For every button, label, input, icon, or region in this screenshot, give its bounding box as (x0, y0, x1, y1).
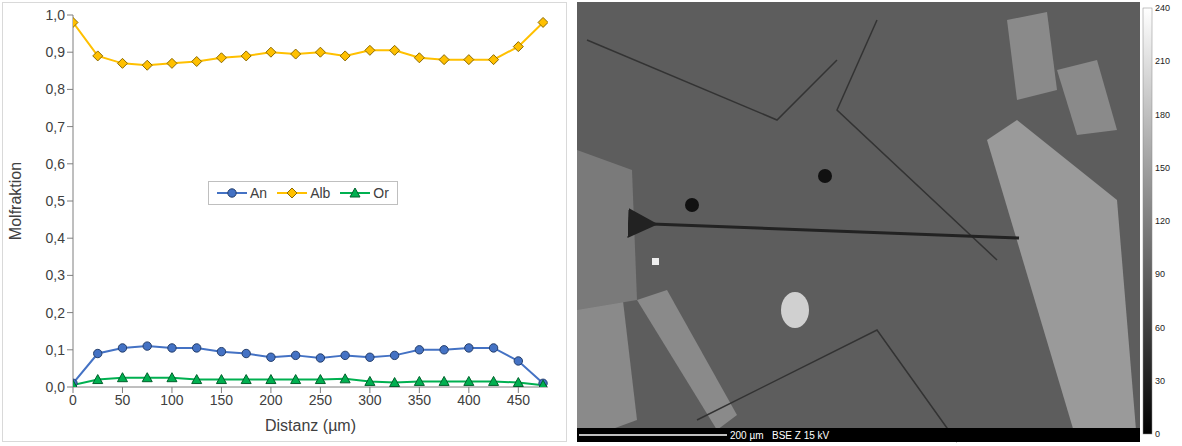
svg-text:450: 450 (507, 392, 531, 408)
svg-text:150: 150 (210, 392, 234, 408)
svg-text:90: 90 (1155, 269, 1165, 279)
svg-text:200 µm: 200 µm (730, 430, 764, 441)
svg-text:200: 200 (259, 392, 283, 408)
svg-text:0: 0 (69, 392, 77, 408)
svg-text:400: 400 (457, 392, 481, 408)
html-text:An: An (250, 185, 268, 201)
svg-text:210: 210 (1155, 56, 1170, 66)
svg-text:0,1: 0,1 (46, 342, 66, 358)
svg-text:50: 50 (115, 392, 131, 408)
svg-text:Distanz (µm): Distanz (µm) (265, 417, 356, 434)
svg-text:0,8: 0,8 (46, 81, 66, 97)
svg-text:0,3: 0,3 (46, 267, 66, 283)
svg-text:250: 250 (309, 392, 333, 408)
html-text:Or: Or (373, 185, 389, 201)
svg-text:300: 300 (358, 392, 382, 408)
svg-text:0,4: 0,4 (46, 230, 66, 246)
svg-text:1,0: 1,0 (46, 7, 66, 23)
svg-text:0,5: 0,5 (46, 193, 66, 209)
svg-text:240: 240 (1155, 3, 1170, 13)
svg-text:0,2: 0,2 (46, 305, 66, 321)
svg-text:0,7: 0,7 (46, 119, 66, 135)
svg-text:150: 150 (1155, 163, 1170, 173)
svg-text:350: 350 (408, 392, 432, 408)
html-text:Alb: Alb (310, 185, 331, 201)
svg-text:60: 60 (1155, 323, 1165, 333)
svg-text:0,6: 0,6 (46, 156, 66, 172)
svg-text:100: 100 (160, 392, 184, 408)
svg-text:0,9: 0,9 (46, 44, 66, 60)
svg-text:120: 120 (1155, 216, 1170, 226)
svg-text:0: 0 (1155, 429, 1160, 439)
svg-text:BSE Z 15 kV: BSE Z 15 kV (772, 430, 830, 441)
svg-text:0,0: 0,0 (46, 379, 66, 395)
svg-text:Molfraktion: Molfraktion (7, 162, 24, 240)
svg-text:30: 30 (1155, 376, 1165, 386)
svg-text:180: 180 (1155, 110, 1170, 120)
